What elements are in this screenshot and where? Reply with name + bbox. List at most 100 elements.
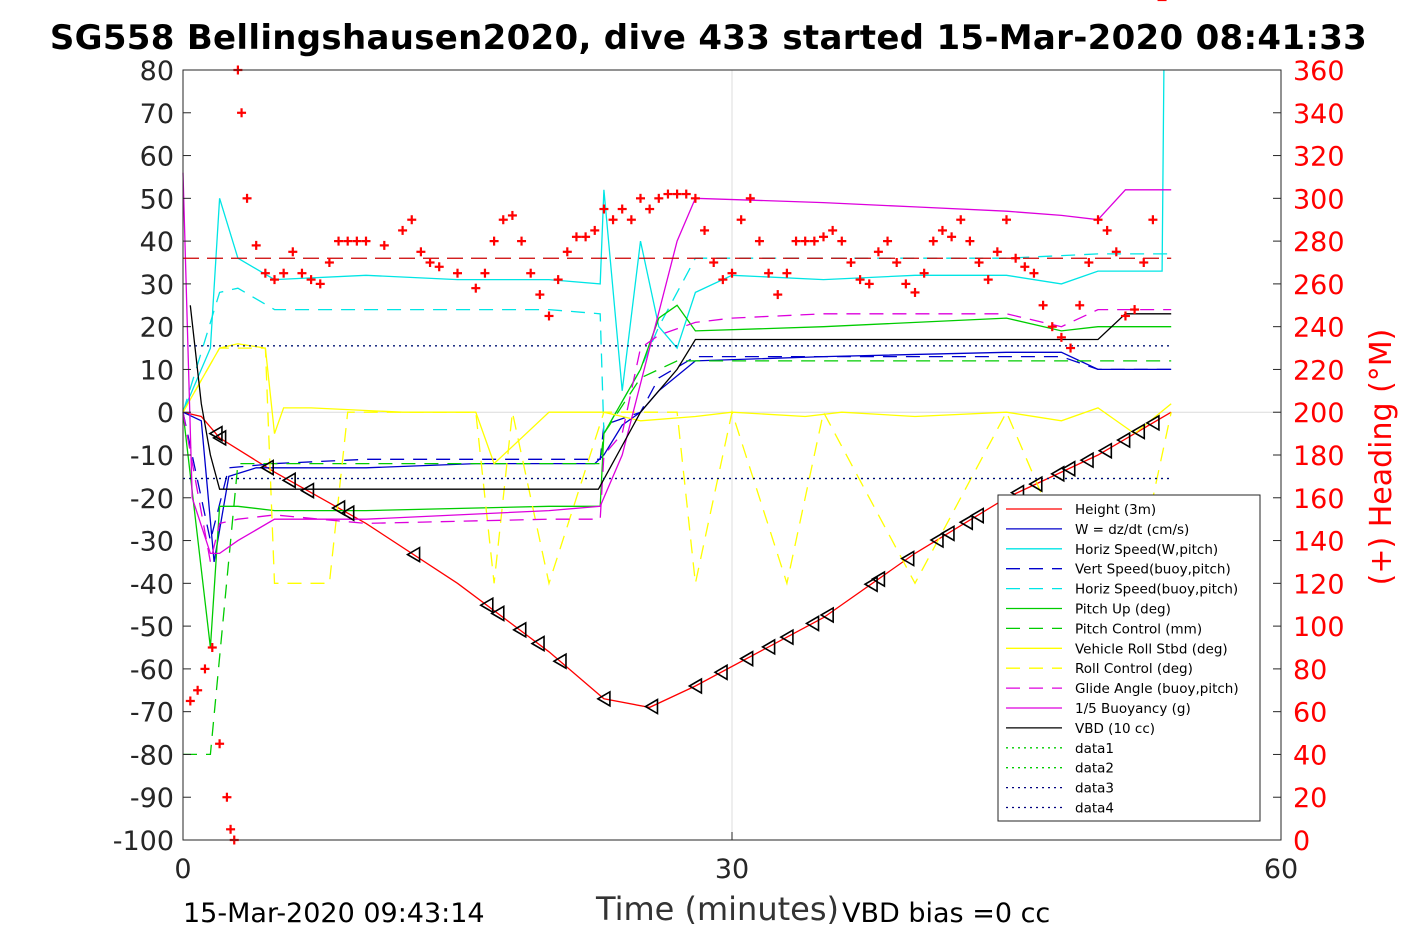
heading-point bbox=[200, 664, 210, 674]
heading-point bbox=[535, 290, 545, 300]
heading-point bbox=[507, 210, 517, 220]
heading-point bbox=[1020, 262, 1030, 272]
heading-point bbox=[237, 108, 247, 118]
height-triangle-marker bbox=[596, 690, 611, 708]
heading-point bbox=[1084, 258, 1094, 267]
heading-point bbox=[288, 247, 298, 257]
heading-point bbox=[883, 236, 893, 246]
legend-label: VBD (10 cc) bbox=[1075, 721, 1155, 737]
heading-point bbox=[1075, 300, 1085, 310]
series-line-height-3m bbox=[182, 411, 1172, 709]
heading-point bbox=[700, 225, 710, 235]
heading-point bbox=[361, 236, 371, 246]
heading-point bbox=[590, 225, 600, 235]
heading-point bbox=[773, 290, 783, 300]
heading-point bbox=[837, 236, 847, 246]
series-line-w-dz-dt-cm-s bbox=[182, 351, 1172, 563]
y-tick-label: -10 bbox=[130, 441, 174, 472]
heading-point bbox=[663, 189, 673, 199]
heading-point bbox=[654, 193, 664, 203]
heading-point bbox=[215, 739, 225, 749]
heading-point bbox=[185, 696, 195, 706]
y2-tick-label: 340 bbox=[1293, 99, 1345, 130]
legend: Height (3m) W = dz/dt (cm/s) Horiz Speed(W… bbox=[997, 494, 1261, 822]
heading-point bbox=[718, 275, 728, 285]
chart-title: SG558 Bellingshausen2020, dive 433 start… bbox=[49, 18, 1368, 58]
height-triangle-marker bbox=[1145, 414, 1160, 432]
height-triangle-marker bbox=[643, 698, 659, 715]
series-line-pitch-up-deg bbox=[182, 304, 1172, 648]
heading-point bbox=[1038, 300, 1048, 310]
height-triangle-marker bbox=[819, 606, 834, 624]
heading-point bbox=[471, 283, 481, 293]
height-triangle-marker bbox=[212, 429, 227, 447]
heading-point bbox=[709, 258, 719, 267]
heading-point bbox=[791, 236, 801, 246]
series-line-pitch-control-mm bbox=[183, 360, 1172, 756]
height-triangle-marker bbox=[512, 621, 527, 639]
height-triangle-marker bbox=[330, 499, 346, 517]
heading-point bbox=[1047, 322, 1057, 332]
heading-point bbox=[1011, 253, 1021, 263]
heading-point bbox=[855, 275, 865, 285]
legend-label: Horiz Speed(buoy,pitch) bbox=[1075, 582, 1238, 598]
legend-label: Height (3m) bbox=[1075, 502, 1156, 518]
heading-point bbox=[992, 247, 1002, 257]
y2-tick-label: 220 bbox=[1293, 355, 1345, 386]
y2-tick-label: 40 bbox=[1293, 740, 1327, 771]
x-tick-label: 30 bbox=[715, 854, 749, 885]
heading-point bbox=[270, 275, 279, 285]
heading-point bbox=[892, 258, 902, 267]
series-line-vehicle-roll-stbd-deg bbox=[182, 343, 1172, 465]
heading-point bbox=[425, 258, 435, 267]
height-triangle-marker bbox=[530, 635, 545, 652]
heading-point bbox=[1139, 258, 1149, 267]
height-triangle-marker bbox=[490, 605, 505, 622]
y2-tick-label: 0 bbox=[1293, 826, 1310, 857]
height-triangle-marker bbox=[1079, 451, 1094, 469]
y-tick-label: -30 bbox=[130, 527, 174, 558]
heading-point bbox=[297, 268, 307, 278]
height-triangle-marker bbox=[552, 652, 567, 670]
y-tick-label: 50 bbox=[140, 184, 174, 215]
heading-point bbox=[636, 193, 645, 203]
legend-label: W = dz/dt (cm/s) bbox=[1075, 522, 1189, 538]
heading-point bbox=[782, 268, 792, 278]
height-triangle-marker bbox=[900, 550, 915, 567]
heading-point bbox=[928, 236, 938, 246]
y-tick-label: 70 bbox=[140, 99, 174, 130]
heading-point bbox=[608, 215, 618, 225]
legend-label: Horiz Speed(W,pitch) bbox=[1075, 542, 1218, 558]
heading-point bbox=[306, 275, 316, 285]
heading-point bbox=[226, 824, 236, 834]
height-triangle-marker bbox=[259, 459, 274, 476]
heading-point bbox=[251, 240, 261, 250]
y-tick-label: -20 bbox=[130, 484, 174, 515]
heading-point bbox=[764, 268, 774, 278]
heading-point bbox=[407, 215, 417, 225]
y-tick-label: -50 bbox=[130, 612, 174, 643]
heading-point bbox=[480, 268, 490, 278]
heading-point bbox=[526, 268, 536, 278]
heading-point bbox=[1093, 215, 1103, 225]
axes: 80706050403020100-10-20-30-40-50-60-70-8… bbox=[113, 56, 1345, 885]
heading-point bbox=[956, 215, 966, 225]
heading-point bbox=[974, 258, 984, 267]
y2-tick-label: 80 bbox=[1293, 655, 1327, 686]
y2-tick-label: 360 bbox=[1293, 56, 1345, 87]
y-tick-label: 20 bbox=[140, 313, 174, 344]
heading-point bbox=[809, 236, 819, 246]
heading-point bbox=[315, 279, 325, 289]
heading-point bbox=[379, 240, 389, 250]
heading-point bbox=[1148, 215, 1158, 225]
y-tick-label: 60 bbox=[140, 142, 174, 173]
height-triangle-marker bbox=[804, 615, 820, 632]
heading-point bbox=[324, 258, 334, 267]
heading-point bbox=[727, 268, 737, 278]
heading-point bbox=[901, 279, 911, 289]
series-line-1-5-buoyancy-g bbox=[182, 172, 1172, 555]
heading-point bbox=[260, 268, 270, 278]
legend-label: Vehicle Roll Stbd (deg) bbox=[1075, 641, 1228, 657]
heading-point bbox=[828, 225, 838, 235]
